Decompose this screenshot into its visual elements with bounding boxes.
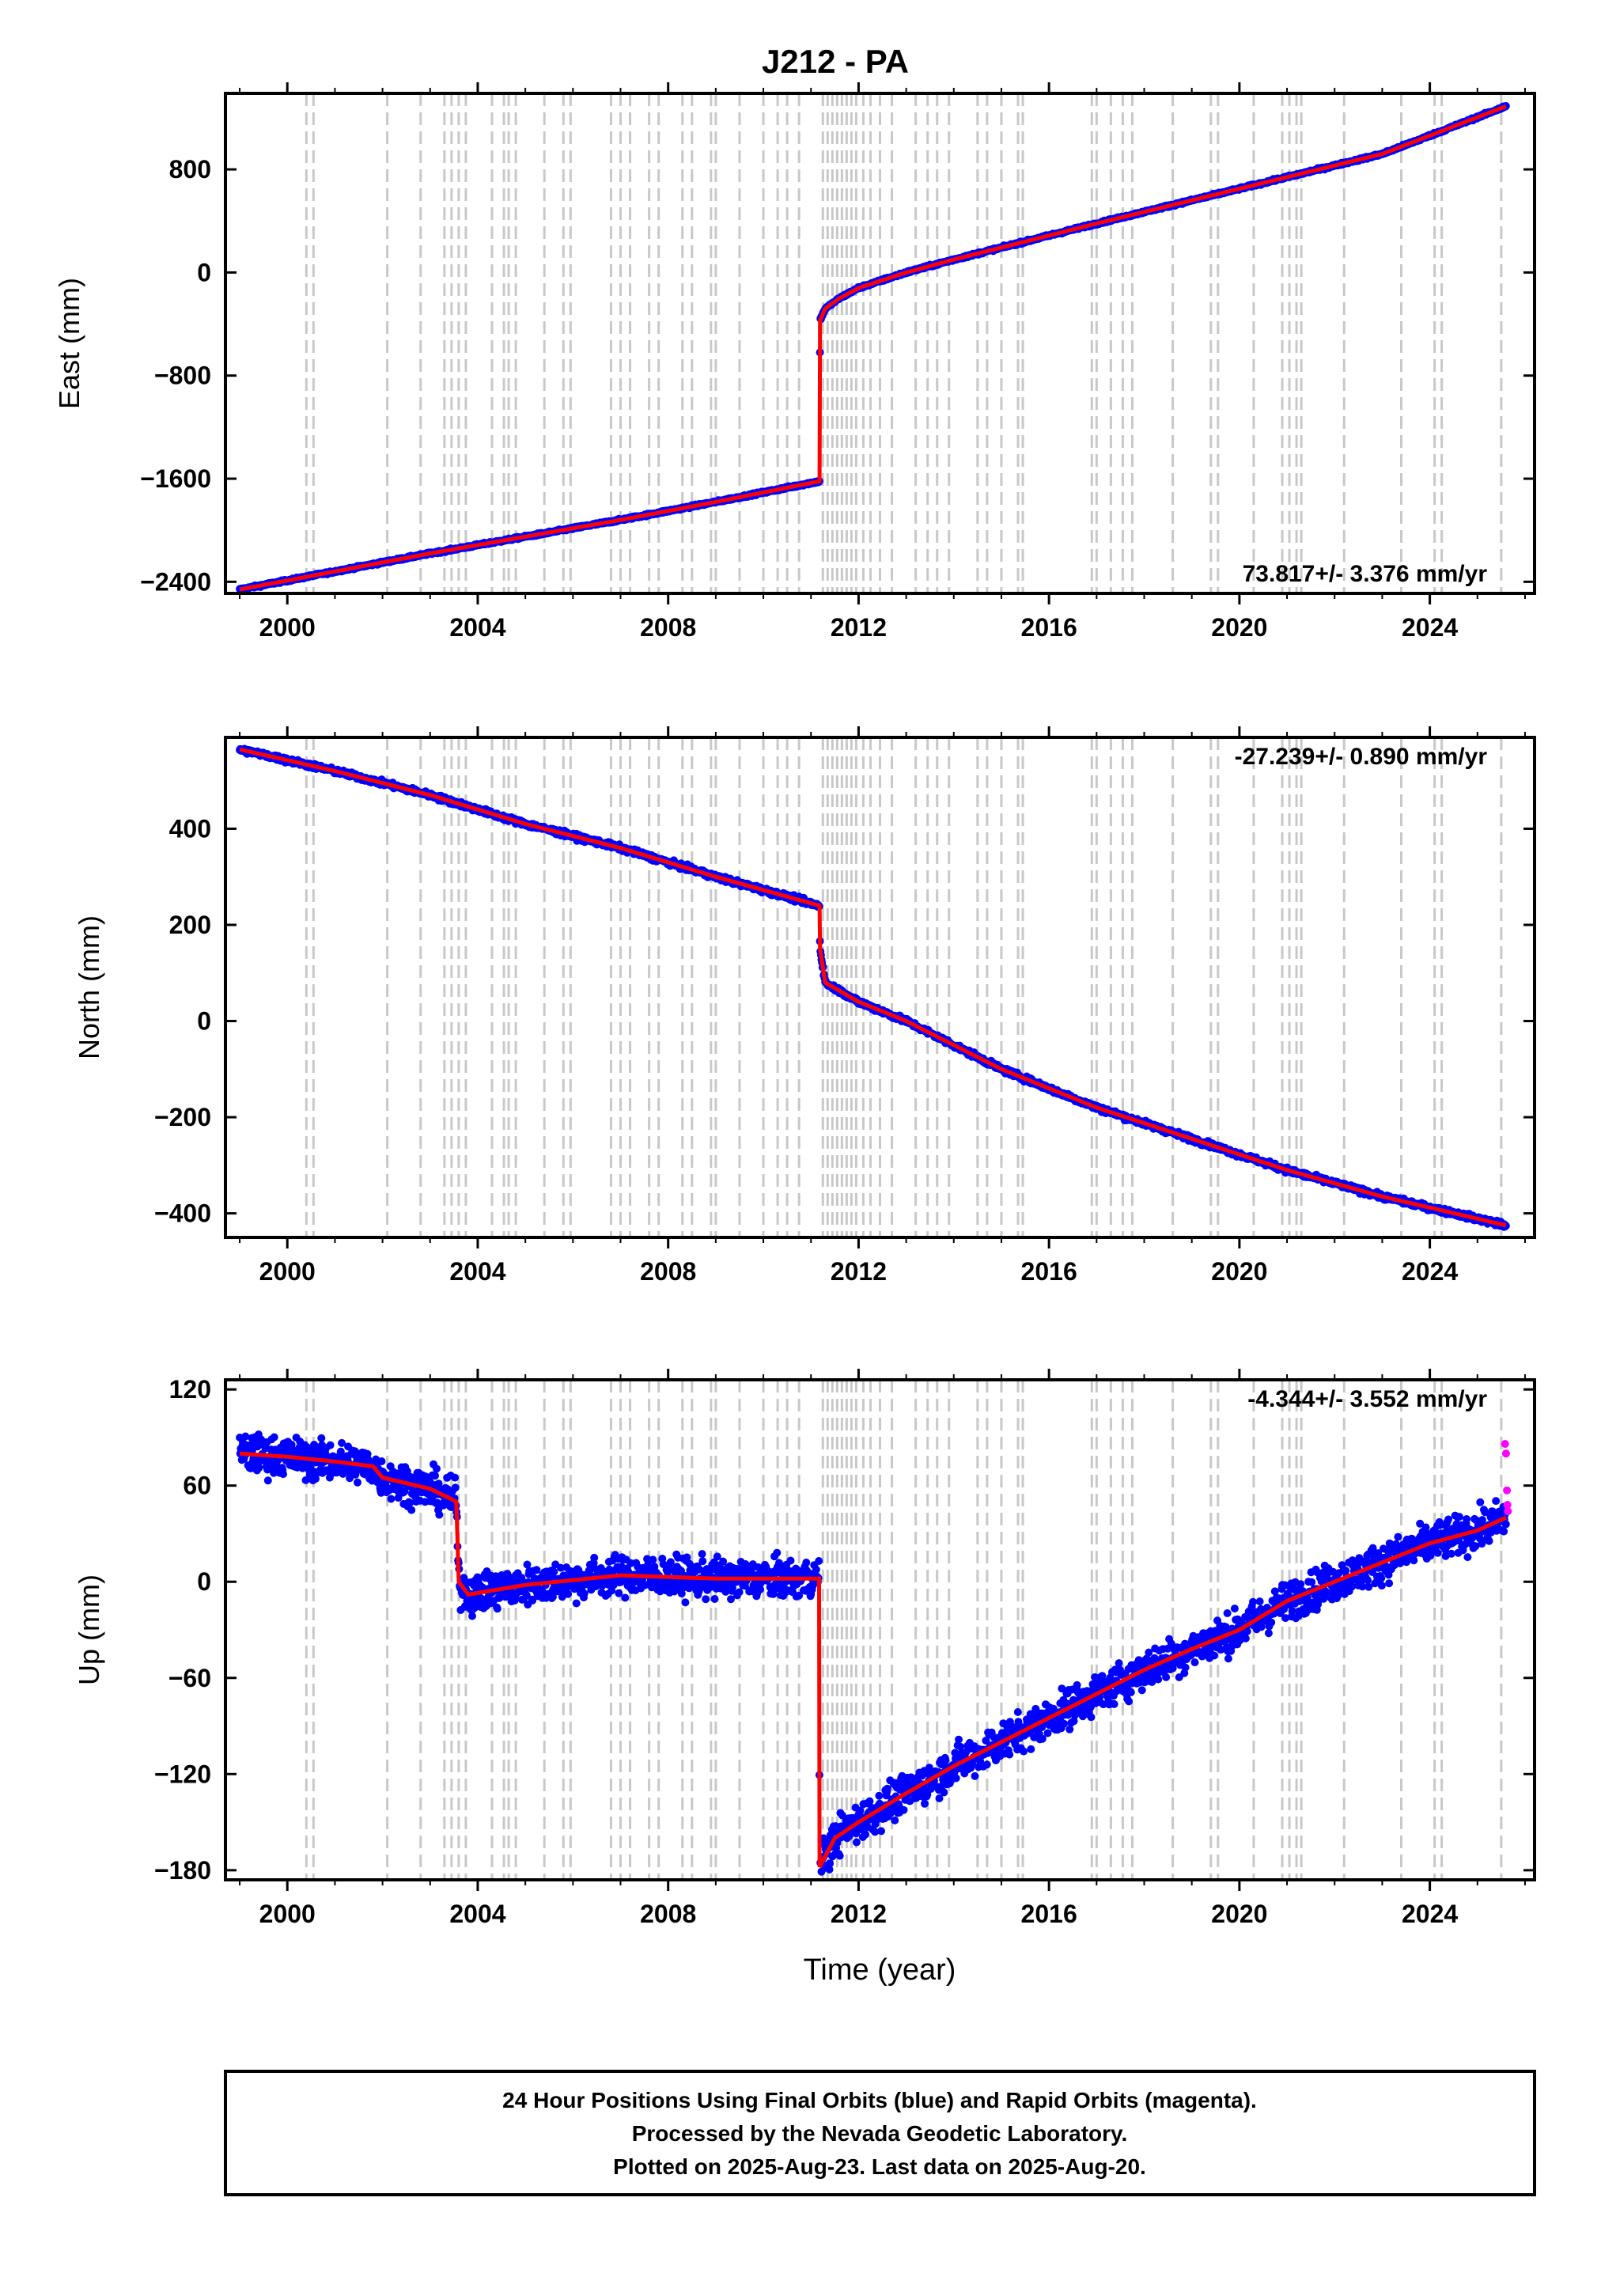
x-tick-label: 2024: [1402, 613, 1458, 642]
east-plot-frame: [224, 92, 1536, 595]
north-panel: North (mm) -27.239+/- 0.890 mm/yr −400−2…: [73, 726, 1536, 1286]
east-plot-area: [236, 93, 1510, 593]
north-plot-area: [236, 737, 1510, 1237]
east-final-orbit-points: [236, 102, 1510, 593]
x-tick-label: 2012: [831, 613, 887, 642]
y-tick-label: 0: [197, 258, 211, 286]
x-tick-label: 2008: [640, 613, 696, 642]
x-tick-label: 2020: [1211, 613, 1267, 642]
east-panel: East (mm) 73.817+/- 3.376 mm/yr −2400 −16…: [53, 82, 1536, 642]
x-tick-label: 2004: [449, 613, 505, 642]
y-tick-label: 800: [169, 155, 211, 184]
y-tick-label: −1600: [140, 464, 211, 493]
figure-title: J212 - PA: [762, 43, 909, 80]
east-axis-label: East (mm): [53, 278, 85, 409]
y-tick-label: −800: [154, 362, 211, 390]
x-tick-label: 2016: [1021, 613, 1077, 642]
east-model-line: [239, 104, 1507, 592]
east-rate-label: 73.817+/- 3.376 mm/yr: [1243, 561, 1488, 587]
x-tick-label: 2000: [259, 613, 316, 642]
y-tick-label: −2400: [140, 567, 211, 596]
north-final-orbit-points: [236, 744, 1510, 1231]
